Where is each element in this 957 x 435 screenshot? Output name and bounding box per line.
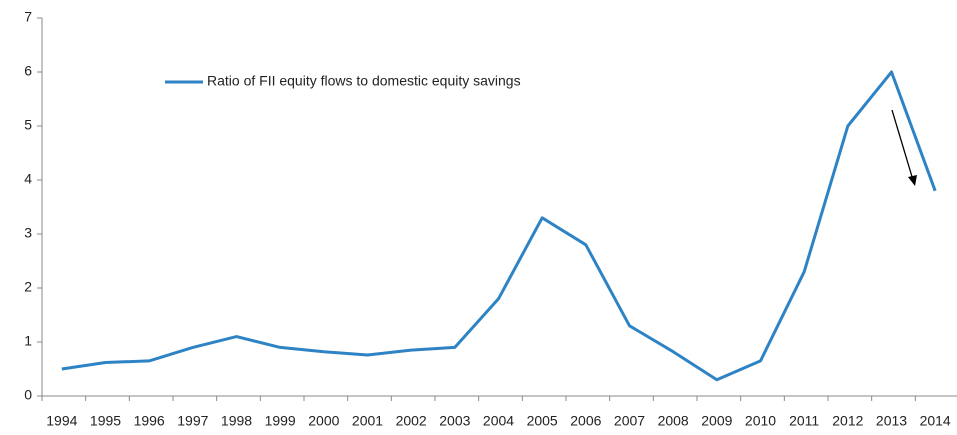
x-tick-label: 2008 xyxy=(658,413,689,429)
y-tick-label: 4 xyxy=(24,171,32,187)
x-tick-label: 1999 xyxy=(265,413,296,429)
x-tick-label: 2000 xyxy=(308,413,339,429)
x-tick-label: 2009 xyxy=(701,413,732,429)
x-tick-label: 2012 xyxy=(832,413,863,429)
data-line xyxy=(61,70,937,382)
x-tick-label: 1994 xyxy=(46,413,77,429)
x-tick-label: 2007 xyxy=(614,413,645,429)
y-tick-label: 0 xyxy=(24,387,32,403)
y-tick-label: 2 xyxy=(24,279,32,295)
y-tick-label: 6 xyxy=(24,63,32,79)
x-tick-label: 1998 xyxy=(221,413,252,429)
y-tick-label: 3 xyxy=(24,225,32,241)
x-tick-label: 2011 xyxy=(789,413,819,429)
annotation-arrowhead xyxy=(908,175,917,186)
x-tick-label: 2005 xyxy=(527,413,558,429)
x-tick-label: 1996 xyxy=(134,413,165,429)
annotation-arrow xyxy=(891,109,914,181)
legend-label: Ratio of FII equity flows to domestic eq… xyxy=(207,73,521,89)
y-tick-label: 1 xyxy=(24,333,32,349)
x-tick-label: 2006 xyxy=(570,413,601,429)
y-tick-label: 5 xyxy=(24,117,32,133)
x-tick-label: 2014 xyxy=(920,413,951,429)
x-tick-label: 2013 xyxy=(876,413,907,429)
x-tick-label: 2001 xyxy=(352,413,383,429)
x-tick-label: 2003 xyxy=(439,413,470,429)
y-tick-label: 7 xyxy=(24,9,32,25)
x-tick-label: 1997 xyxy=(177,413,208,429)
x-tick-label: 1995 xyxy=(90,413,121,429)
x-tick-label: 2004 xyxy=(483,413,514,429)
x-tick-label: 2010 xyxy=(745,413,776,429)
x-tick-label: 2002 xyxy=(396,413,427,429)
